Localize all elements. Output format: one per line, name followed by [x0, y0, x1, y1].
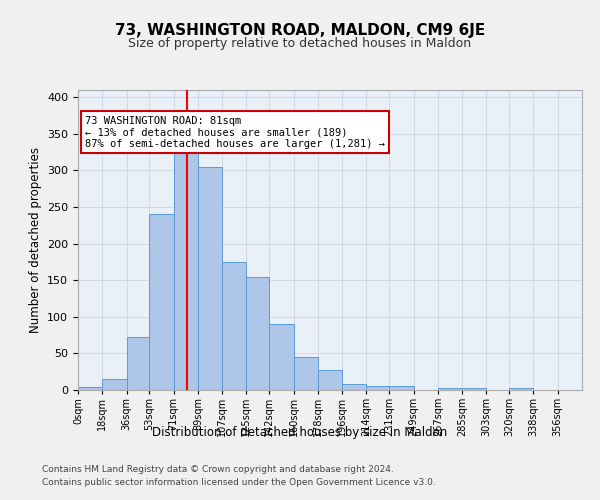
Bar [389, 386, 413, 390]
Bar [509, 388, 533, 390]
Bar [149, 214, 173, 390]
Bar [269, 324, 293, 390]
Text: 73, WASHINGTON ROAD, MALDON, CM9 6JE: 73, WASHINGTON ROAD, MALDON, CM9 6JE [115, 22, 485, 38]
Text: 73 WASHINGTON ROAD: 81sqm
← 13% of detached houses are smaller (189)
87% of semi: 73 WASHINGTON ROAD: 81sqm ← 13% of detac… [85, 116, 385, 149]
Bar [462, 388, 487, 390]
Bar [222, 262, 247, 390]
Bar [367, 386, 389, 390]
Bar [78, 387, 102, 390]
Bar [247, 276, 269, 390]
Bar [173, 145, 198, 390]
Bar [127, 338, 149, 390]
Text: Contains HM Land Registry data © Crown copyright and database right 2024.: Contains HM Land Registry data © Crown c… [42, 466, 394, 474]
Bar [342, 384, 367, 390]
Bar [198, 167, 222, 390]
Text: Contains public sector information licensed under the Open Government Licence v3: Contains public sector information licen… [42, 478, 436, 487]
Y-axis label: Number of detached properties: Number of detached properties [29, 147, 41, 333]
Text: Size of property relative to detached houses in Maldon: Size of property relative to detached ho… [128, 38, 472, 51]
Bar [293, 357, 318, 390]
Text: Distribution of detached houses by size in Maldon: Distribution of detached houses by size … [152, 426, 448, 439]
Bar [318, 370, 342, 390]
Bar [438, 388, 462, 390]
Bar [102, 379, 127, 390]
